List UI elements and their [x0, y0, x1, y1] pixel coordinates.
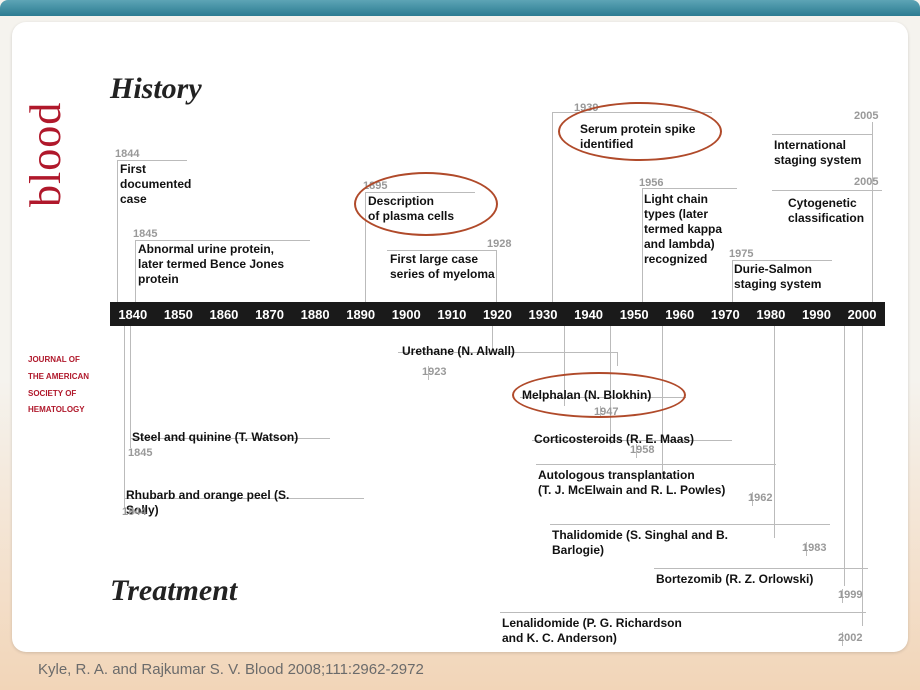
event-year: 1983 — [802, 542, 826, 554]
treatment-event: Bortezomib (R. Z. Orlowski) — [656, 572, 813, 587]
axis-tick: 1930 — [520, 307, 566, 322]
event-year: 1999 — [838, 589, 862, 601]
axis-tick: 2000 — [839, 307, 885, 322]
treatment-event: Autologous transplantation(T. J. McElwai… — [538, 468, 725, 498]
connector-line — [732, 260, 733, 302]
connector-line — [117, 160, 187, 161]
connector-line — [135, 240, 136, 302]
history-event: Light chaintypes (latertermed kappaand l… — [644, 192, 722, 267]
treatment-event: Corticosteroids (R. E. Maas) — [534, 432, 694, 447]
axis-tick: 1850 — [156, 307, 202, 322]
history-event: Durie-Salmonstaging system — [734, 262, 821, 292]
event-year: 2005 — [854, 110, 878, 122]
axis-tick: 1840 — [110, 307, 156, 322]
history-title: History — [110, 72, 202, 106]
treatment-event: Urethane (N. Alwall) — [402, 344, 515, 359]
event-year: 2002 — [838, 632, 862, 644]
connector-line — [496, 250, 497, 302]
logo-sub-line: JOURNAL OF — [28, 352, 89, 369]
connector-line — [654, 568, 868, 569]
history-event: Abnormal urine protein,later termed Benc… — [138, 242, 284, 287]
treatment-title: Treatment — [110, 574, 237, 608]
history-event: Cytogeneticclassification — [788, 196, 864, 226]
event-year: 1975 — [729, 248, 753, 260]
logo-subtitle: JOURNAL OF THE AMERICAN SOCIETY OF HEMAT… — [28, 352, 89, 419]
axis-tick: 1950 — [611, 307, 657, 322]
connector-line — [550, 524, 830, 525]
connector-line — [117, 160, 118, 302]
history-event: First large caseseries of myeloma — [390, 252, 495, 282]
connector-line — [135, 240, 310, 241]
event-year: 1844 — [122, 506, 146, 518]
connector-line — [124, 326, 125, 508]
connector-line — [536, 464, 776, 465]
slide-card: blood JOURNAL OF THE AMERICAN SOCIETY OF… — [12, 22, 908, 652]
top-bar — [0, 0, 920, 16]
axis-tick: 1980 — [748, 307, 794, 322]
treatment-event: Lenalidomide (P. G. Richardson and K. C.… — [502, 616, 692, 646]
highlight-circle — [512, 372, 686, 418]
logo-sub-line: THE AMERICAN — [28, 369, 89, 386]
event-year: 1845 — [128, 447, 152, 459]
connector-line — [732, 260, 832, 261]
connector-line — [862, 326, 863, 626]
connector-line — [642, 188, 643, 302]
event-year: 1845 — [133, 228, 157, 240]
axis-tick: 1880 — [292, 307, 338, 322]
connector-line — [844, 326, 845, 586]
axis-tick: 1970 — [703, 307, 749, 322]
connector-line — [872, 122, 873, 302]
history-event: Firstdocumentedcase — [120, 162, 191, 207]
event-year: 2005 — [854, 176, 878, 188]
highlight-circle — [354, 172, 498, 236]
event-year: 1962 — [748, 492, 772, 504]
logo-sub-line: SOCIETY OF — [28, 386, 89, 403]
axis-tick: 1960 — [657, 307, 703, 322]
citation-text: Kyle, R. A. and Rajkumar S. V. Blood 200… — [38, 661, 424, 678]
axis-tick: 1870 — [247, 307, 293, 322]
treatment-event: Thalidomide (S. Singhal and B. Barlogie) — [552, 528, 742, 558]
axis-tick: 1990 — [794, 307, 840, 322]
axis-tick: 1940 — [566, 307, 612, 322]
axis-tick: 1910 — [429, 307, 475, 322]
timeline-axis: 1840185018601870188018901900191019201930… — [110, 302, 885, 326]
logo-sub-line: HEMATOLOGY — [28, 402, 89, 419]
history-event: Internationalstaging system — [774, 138, 861, 168]
connector-line — [552, 112, 553, 302]
slide: blood JOURNAL OF THE AMERICAN SOCIETY OF… — [0, 0, 920, 690]
treatment-event: Rhubarb and orange peel (S. Solly) — [126, 488, 316, 518]
connector-line — [500, 612, 866, 613]
event-year: 1928 — [487, 238, 511, 250]
event-year: 1956 — [639, 177, 663, 189]
timeline-diagram: History Treatment 1840185018601870188018… — [102, 52, 890, 632]
blood-logo: blood — [20, 102, 71, 207]
axis-tick: 1890 — [338, 307, 384, 322]
connector-line — [774, 326, 775, 538]
axis-tick: 1920 — [475, 307, 521, 322]
event-year: 1958 — [630, 444, 654, 456]
connector-line — [387, 250, 497, 251]
connector-line — [617, 352, 618, 366]
event-year: 1923 — [422, 366, 446, 378]
connector-line — [772, 190, 882, 191]
axis-tick: 1900 — [383, 307, 429, 322]
event-year: 1844 — [115, 148, 139, 160]
highlight-circle — [558, 102, 722, 161]
treatment-event: Steel and quinine (T. Watson) — [132, 430, 298, 445]
connector-line — [130, 326, 131, 448]
axis-tick: 1860 — [201, 307, 247, 322]
connector-line — [772, 134, 872, 135]
